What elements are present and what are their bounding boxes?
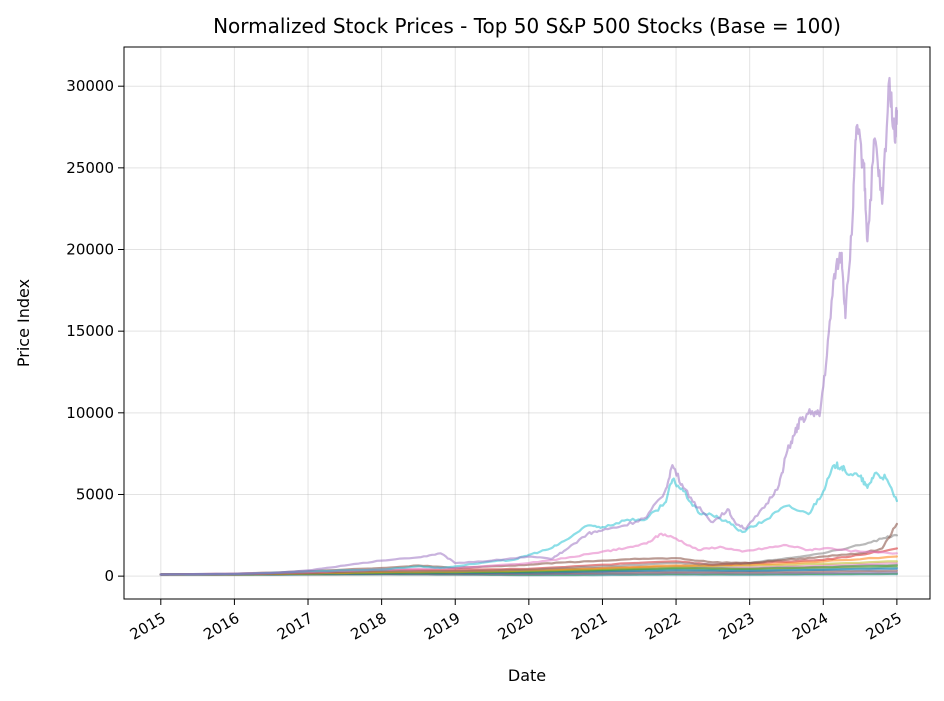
series-line — [159, 522, 898, 576]
x-tick-label: 2025 — [863, 609, 905, 644]
x-tick-label: 2021 — [568, 609, 610, 644]
x-tick-label: 2018 — [348, 609, 390, 644]
x-tick-label: 2015 — [127, 609, 169, 644]
x-tick-label: 2020 — [495, 609, 537, 644]
y-axis-label: Price Index — [14, 279, 33, 367]
x-tick-label: 2024 — [789, 609, 831, 644]
series-line — [159, 76, 898, 576]
x-tick-label: 2023 — [716, 609, 758, 644]
x-tick-label: 2022 — [642, 609, 684, 644]
y-tick-label: 20000 — [66, 241, 114, 259]
chart-title: Normalized Stock Prices - Top 50 S&P 500… — [213, 14, 841, 38]
y-tick-label: 25000 — [66, 159, 114, 177]
x-tick-label: 2016 — [200, 609, 242, 644]
series-line — [159, 532, 898, 576]
y-tick-label: 10000 — [66, 404, 114, 422]
grid — [124, 47, 930, 599]
y-tick-label: 0 — [104, 567, 114, 585]
x-tick-label: 2017 — [274, 609, 316, 644]
series-line — [159, 461, 898, 576]
y-tick-label: 30000 — [66, 77, 114, 95]
plot-frame — [123, 46, 931, 600]
y-tick-label: 5000 — [76, 485, 114, 503]
x-axis-label: Date — [508, 666, 546, 685]
series-group — [159, 76, 898, 577]
x-tick-label: 2019 — [421, 609, 463, 644]
y-tick-label: 15000 — [66, 322, 114, 340]
